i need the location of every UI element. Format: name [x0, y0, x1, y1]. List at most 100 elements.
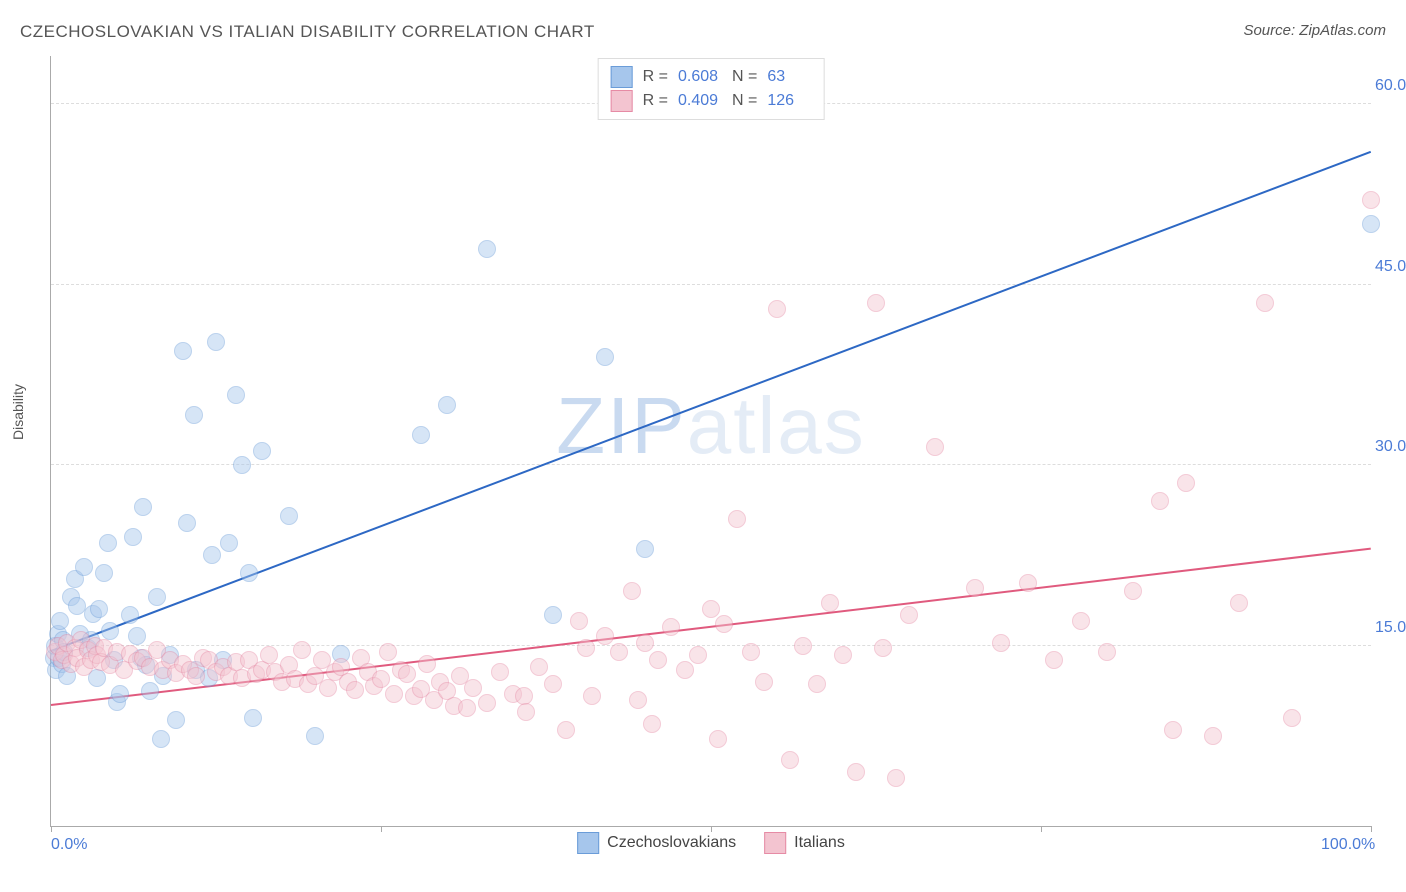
data-point	[280, 507, 298, 525]
data-point	[1204, 727, 1222, 745]
data-point	[629, 691, 647, 709]
legend-swatch-0	[611, 66, 633, 88]
watermark-zip: ZIP	[556, 381, 686, 470]
data-point	[478, 240, 496, 258]
data-point	[728, 510, 746, 528]
plot-area: ZIPatlas R = 0.608 N = 63 R = 0.409 N = …	[50, 56, 1371, 827]
data-point	[1072, 612, 1090, 630]
legend-n-label: N =	[732, 89, 757, 113]
data-point	[900, 606, 918, 624]
data-point	[1362, 191, 1380, 209]
source-label: Source: ZipAtlas.com	[1243, 22, 1386, 39]
legend-swatch-1	[611, 90, 633, 112]
data-point	[662, 618, 680, 636]
data-point	[583, 687, 601, 705]
x-tick-mark	[1371, 826, 1372, 832]
data-point	[75, 558, 93, 576]
legend-label-0: Czechoslovakians	[607, 834, 736, 852]
data-point	[1283, 709, 1301, 727]
data-point	[458, 699, 476, 717]
legend-r-value-1: 0.409	[678, 89, 722, 113]
data-point	[1362, 215, 1380, 233]
data-point	[867, 294, 885, 312]
legend-item-1: Italians	[764, 832, 845, 854]
data-point	[926, 438, 944, 456]
data-point	[742, 643, 760, 661]
data-point	[847, 763, 865, 781]
x-tick-mark	[51, 826, 52, 832]
data-point	[577, 639, 595, 657]
data-point	[808, 675, 826, 693]
data-point	[1256, 294, 1274, 312]
data-point	[412, 426, 430, 444]
x-tick-label: 0.0%	[51, 836, 87, 854]
x-tick-mark	[1041, 826, 1042, 832]
data-point	[557, 721, 575, 739]
chart-title: CZECHOSLOVAKIAN VS ITALIAN DISABILITY CO…	[20, 22, 595, 42]
data-point	[709, 730, 727, 748]
data-point	[148, 588, 166, 606]
data-point	[346, 681, 364, 699]
data-point	[253, 442, 271, 460]
data-point	[174, 342, 192, 360]
data-point	[293, 641, 311, 659]
data-point	[185, 406, 203, 424]
data-point	[874, 639, 892, 657]
data-point	[992, 634, 1010, 652]
data-point	[95, 564, 113, 582]
y-tick-label: 60.0%	[1375, 77, 1406, 95]
legend-series: Czechoslovakians Italians	[577, 832, 845, 854]
data-point	[101, 622, 119, 640]
data-point	[689, 646, 707, 664]
legend-r-label: R =	[643, 65, 668, 89]
data-point	[781, 751, 799, 769]
data-point	[306, 727, 324, 745]
data-point	[623, 582, 641, 600]
data-point	[1151, 492, 1169, 510]
data-point	[90, 600, 108, 618]
data-point	[203, 546, 221, 564]
data-point	[167, 711, 185, 729]
legend-n-value-1: 126	[767, 89, 811, 113]
legend-item-0: Czechoslovakians	[577, 832, 736, 854]
data-point	[124, 528, 142, 546]
data-point	[702, 600, 720, 618]
legend-r-value-0: 0.608	[678, 65, 722, 89]
watermark: ZIPatlas	[556, 380, 865, 472]
x-tick-label: 100.0%	[1321, 836, 1375, 854]
data-point	[111, 685, 129, 703]
data-point	[178, 514, 196, 532]
legend-stats-row-0: R = 0.608 N = 63	[611, 65, 812, 89]
data-point	[544, 606, 562, 624]
data-point	[152, 730, 170, 748]
y-axis-label: Disability	[10, 384, 26, 440]
data-point	[966, 579, 984, 597]
gridline	[51, 645, 1371, 646]
data-point	[643, 715, 661, 733]
legend-swatch-series-0	[577, 832, 599, 854]
data-point	[491, 663, 509, 681]
data-point	[207, 333, 225, 351]
data-point	[530, 658, 548, 676]
data-point	[233, 456, 251, 474]
data-point	[227, 386, 245, 404]
data-point	[379, 643, 397, 661]
data-point	[220, 534, 238, 552]
data-point	[1177, 474, 1195, 492]
data-point	[596, 348, 614, 366]
data-point	[51, 612, 69, 630]
data-point	[715, 615, 733, 633]
data-point	[1124, 582, 1142, 600]
y-tick-label: 15.0%	[1375, 619, 1406, 637]
data-point	[478, 694, 496, 712]
legend-stats: R = 0.608 N = 63 R = 0.409 N = 126	[598, 58, 825, 120]
data-point	[134, 498, 152, 516]
legend-swatch-series-1	[764, 832, 786, 854]
data-point	[610, 643, 628, 661]
legend-stats-row-1: R = 0.409 N = 126	[611, 89, 812, 113]
data-point	[319, 679, 337, 697]
watermark-atlas: atlas	[687, 381, 866, 470]
data-point	[821, 594, 839, 612]
data-point	[649, 651, 667, 669]
data-point	[1045, 651, 1063, 669]
